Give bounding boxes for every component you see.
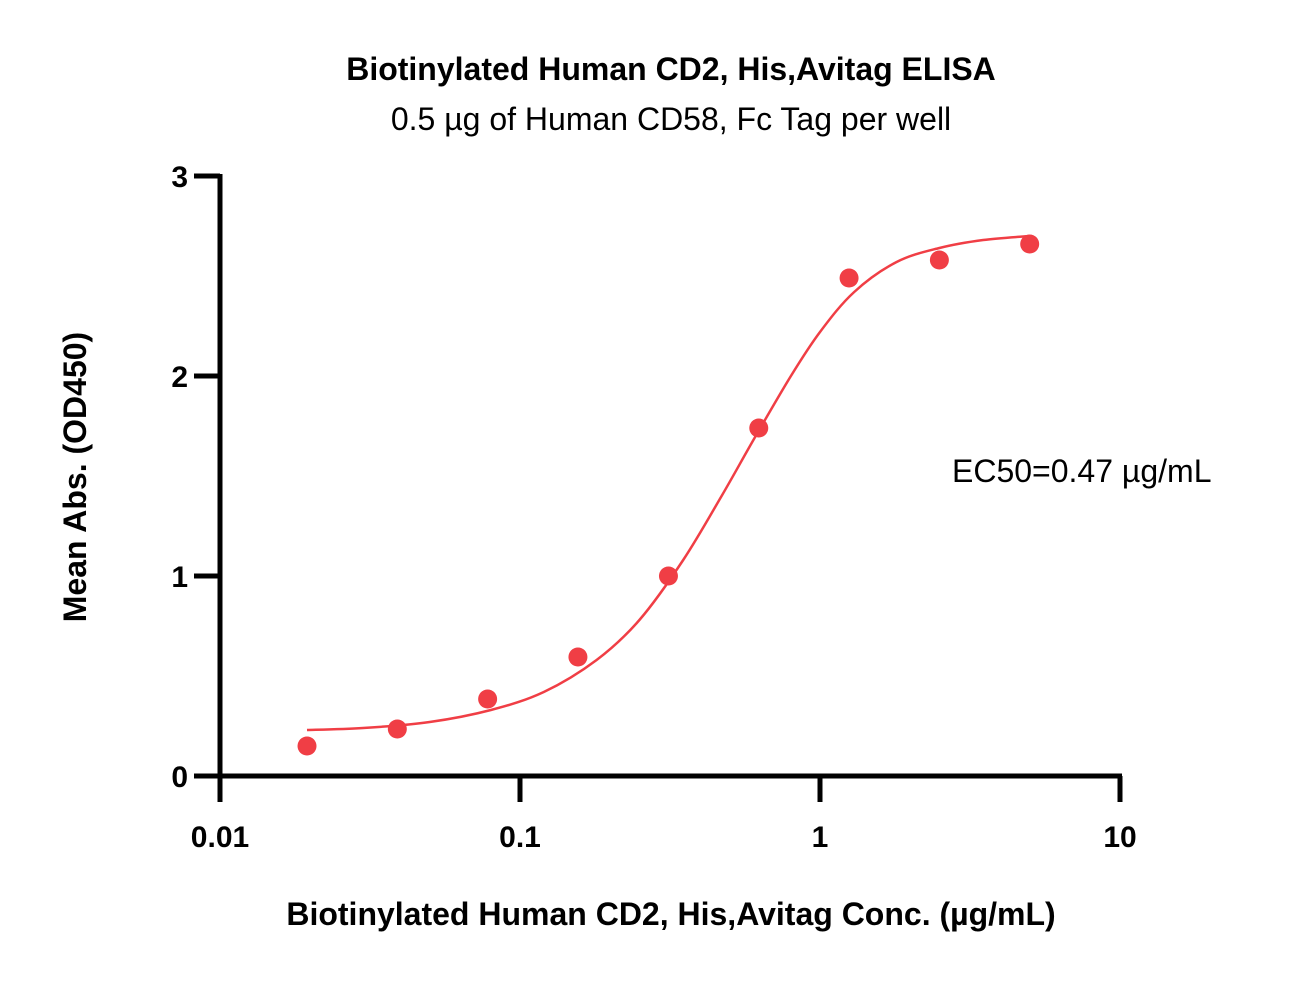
- x-tick-label: 1: [812, 821, 829, 854]
- data-point: [929, 250, 949, 270]
- x-tick-label: 10: [1103, 821, 1136, 854]
- axes: [217, 174, 1122, 779]
- data-point: [297, 736, 317, 756]
- data-point: [658, 566, 678, 586]
- data-points: [297, 234, 1040, 756]
- y-tick-label: 3: [171, 161, 188, 194]
- y-tick-label: 1: [171, 561, 188, 594]
- fit-curve-line: [306, 234, 1030, 732]
- y-tick-label: 0: [171, 761, 188, 794]
- chart-subtitle: 0.5 µg of Human CD58, Fc Tag per well: [391, 101, 951, 137]
- data-point: [478, 689, 498, 709]
- x-tick-label: 0.01: [191, 821, 249, 854]
- y-axis-label: Mean Abs. (OD450): [57, 332, 93, 622]
- ec50-annotation: EC50=0.47 µg/mL: [952, 453, 1211, 489]
- data-point: [568, 647, 588, 667]
- y-tick-label: 2: [171, 361, 188, 394]
- data-point: [749, 418, 769, 438]
- data-point: [1020, 234, 1040, 254]
- chart-title: Biotinylated Human CD2, His,Avitag ELISA: [346, 51, 996, 87]
- x-axis-ticks: 0.01 0.1 1 10: [191, 776, 1137, 854]
- data-point: [387, 719, 407, 739]
- x-tick-label: 0.1: [499, 821, 541, 854]
- x-axis-label: Biotinylated Human CD2, His,Avitag Conc.…: [286, 896, 1055, 932]
- data-point: [839, 268, 859, 288]
- fit-curve-group: [306, 234, 1030, 732]
- y-axis-ticks: 0 1 2 3: [171, 161, 220, 794]
